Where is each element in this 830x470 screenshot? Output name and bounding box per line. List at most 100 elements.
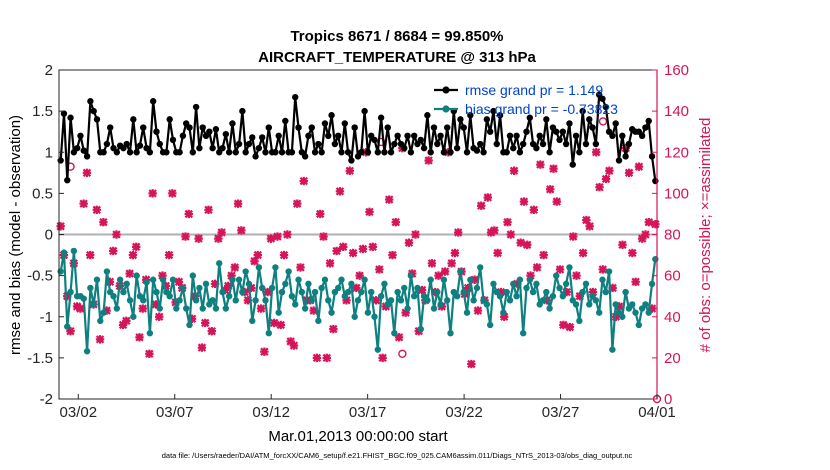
bias-series	[57, 247, 659, 355]
rmse-point	[126, 149, 134, 156]
rmse-point	[602, 103, 609, 111]
x-axis: 03/02 03/07 03/12 03/17 03/22 03/27 04/01	[60, 394, 676, 421]
rmse-point	[176, 149, 183, 156]
right-tick-label: 60	[664, 268, 681, 285]
bias-point	[490, 280, 497, 288]
obs-assimilated-marker	[339, 242, 348, 252]
bias-point	[301, 305, 309, 312]
bias-point	[285, 268, 292, 275]
rmse-point	[258, 134, 266, 141]
bias-point	[328, 309, 335, 316]
bias-point	[427, 276, 434, 283]
bias-point	[212, 305, 220, 312]
obs-assimilated-marker	[440, 267, 450, 276]
bias-point	[546, 305, 553, 312]
obs-assimilated-marker	[513, 279, 522, 289]
obs-assimilated-marker	[470, 275, 479, 284]
rmse-point	[83, 153, 91, 160]
obs-assimilated-marker	[86, 250, 95, 260]
bias-point	[219, 288, 226, 296]
rmse-point	[483, 116, 491, 123]
obs-assimilated-marker	[316, 209, 325, 219]
obs-assimilated-marker	[417, 285, 427, 295]
right-tick-label: 160	[664, 62, 689, 79]
obs-assimilated-marker	[237, 226, 246, 235]
rmse-point	[427, 149, 434, 156]
bias-point	[255, 264, 263, 271]
bias-point	[334, 284, 342, 292]
rmse-point	[344, 149, 352, 156]
bias-point	[440, 276, 448, 283]
y-axis-label-left: rmse and bias (model - observation)	[7, 115, 24, 355]
bias-point	[523, 284, 530, 292]
obs-assimilated-marker	[378, 353, 387, 363]
obs-assimilated-marker	[454, 228, 463, 237]
bias-point	[130, 313, 137, 320]
obs-assimilated-marker	[214, 234, 223, 243]
rmse-point	[242, 149, 249, 156]
obs-assimilated-marker	[132, 242, 141, 252]
obs-assimilated-marker	[138, 304, 147, 313]
x-axis-label: Mar.01,2013 00:00:00 start	[268, 428, 448, 445]
obs-assimilated-marker	[201, 318, 210, 328]
bias-point	[298, 288, 306, 296]
bias-point	[60, 249, 68, 256]
bias-point	[377, 292, 385, 300]
obs-assimilated-marker	[634, 162, 644, 171]
obs-assimilated-marker	[151, 300, 161, 309]
bias-point	[503, 288, 510, 296]
rmse-point	[546, 149, 553, 156]
bias-point	[619, 313, 626, 320]
rmse-point	[166, 116, 173, 123]
rmse-point	[586, 116, 593, 123]
obs-possible-marker	[398, 349, 407, 358]
obs-assimilated-marker	[621, 143, 630, 153]
obs-assimilated-marker	[322, 353, 331, 363]
rmse-point	[417, 136, 424, 144]
bias-point	[338, 276, 345, 283]
bias-point	[391, 330, 398, 337]
obs-assimilated-marker	[526, 271, 535, 280]
rmse-point	[480, 149, 487, 156]
bias-point	[572, 301, 580, 308]
rmse-point	[394, 132, 401, 139]
rmse-point	[311, 149, 319, 156]
rmse-point	[553, 128, 560, 135]
left-tick-label: -1.5	[27, 350, 53, 367]
rmse-point	[219, 144, 226, 152]
legend-bias-marker	[442, 105, 450, 113]
obs-assimilated-marker	[365, 207, 374, 217]
rmse-point	[338, 149, 345, 156]
bias-point	[559, 292, 567, 300]
rmse-point	[140, 124, 147, 131]
left-tick-label: 0.5	[32, 185, 53, 202]
rmse-point	[249, 134, 256, 141]
obs-assimilated-marker	[227, 271, 236, 280]
bias-point	[90, 301, 97, 308]
rmse-point	[351, 124, 358, 131]
rmse-point	[186, 124, 193, 131]
rmse-point	[255, 144, 263, 152]
rmse-point	[420, 144, 428, 152]
bias-point	[519, 330, 527, 337]
obs-assimilated-marker	[516, 238, 525, 247]
rmse-point	[146, 149, 154, 156]
rmse-point	[153, 128, 160, 135]
bias-point	[245, 280, 253, 288]
bias-point	[80, 295, 87, 302]
obs-assimilated-marker	[286, 337, 295, 346]
obs-assimilated-marker	[273, 232, 282, 241]
legend: rmse grand pr = 1.149 bias grand pr = -0…	[434, 82, 618, 117]
obs-assimilated-marker	[270, 318, 279, 328]
bias-point	[143, 279, 150, 286]
obs-assimilated-marker	[647, 304, 657, 313]
bias-point	[272, 264, 279, 271]
bias-point	[153, 288, 160, 296]
bias-point	[407, 272, 415, 279]
obs-assimilated-marker	[385, 195, 394, 204]
bias-point	[576, 317, 583, 325]
obs-assimilated-marker	[279, 250, 289, 260]
rmse-point	[130, 116, 137, 123]
bias-point	[305, 280, 312, 288]
rmse-point	[473, 147, 481, 154]
